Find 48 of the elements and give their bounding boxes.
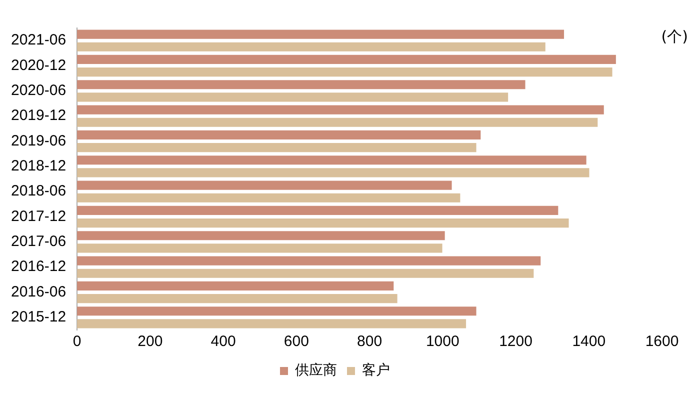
bar xyxy=(77,206,558,215)
x-tick-label: 1000 xyxy=(426,333,460,350)
bar xyxy=(77,231,445,240)
y-tick-label: 2020-06 xyxy=(10,82,66,100)
annotation: (个) xyxy=(661,27,688,46)
bar xyxy=(77,42,546,52)
bar xyxy=(77,218,569,228)
y-tick-label: 2020-12 xyxy=(10,56,66,74)
bar xyxy=(77,80,526,90)
x-tick-label: 1200 xyxy=(499,333,532,350)
x-tick-label: 800 xyxy=(357,333,382,350)
y-tick-label: 2021-06 xyxy=(10,32,66,49)
x-tick-label: 0 xyxy=(72,333,82,350)
y-tick-label: 2019-12 xyxy=(10,107,66,124)
bar xyxy=(77,118,598,127)
y-tick-label: 2017-12 xyxy=(10,208,66,225)
bar xyxy=(77,294,398,304)
y-tick-label: 2016-06 xyxy=(10,283,66,300)
bar xyxy=(77,143,476,152)
bar xyxy=(77,54,616,64)
y-tick-label: 2018-12 xyxy=(10,158,66,175)
legend-label: 客户 xyxy=(362,362,390,379)
bar xyxy=(77,156,586,165)
x-tick-label: 400 xyxy=(210,333,236,350)
y-tick-label: 2016-12 xyxy=(10,258,66,276)
x-tick-label: 1600 xyxy=(645,333,679,350)
bar xyxy=(77,256,541,266)
bar xyxy=(77,268,534,278)
bar xyxy=(77,30,564,39)
bar xyxy=(77,92,508,102)
legend-label: 供应商 xyxy=(295,362,337,379)
bar xyxy=(77,130,481,140)
bar xyxy=(77,180,452,190)
bar xyxy=(77,244,442,253)
bar xyxy=(77,193,460,202)
x-tick-label: 200 xyxy=(138,333,163,350)
bar xyxy=(77,306,476,316)
bar xyxy=(77,281,394,290)
y-tick-label: 2017-06 xyxy=(10,233,66,250)
bar xyxy=(77,68,612,77)
bar xyxy=(77,105,604,114)
x-tick-label: 600 xyxy=(284,333,309,350)
y-tick-label: 2018-06 xyxy=(10,182,66,200)
y-tick-label: 2015-12 xyxy=(10,308,66,326)
x-tick-label: 1400 xyxy=(572,333,606,350)
bar xyxy=(77,168,590,178)
bar xyxy=(77,319,466,328)
y-tick-label: 2019-06 xyxy=(10,132,66,150)
